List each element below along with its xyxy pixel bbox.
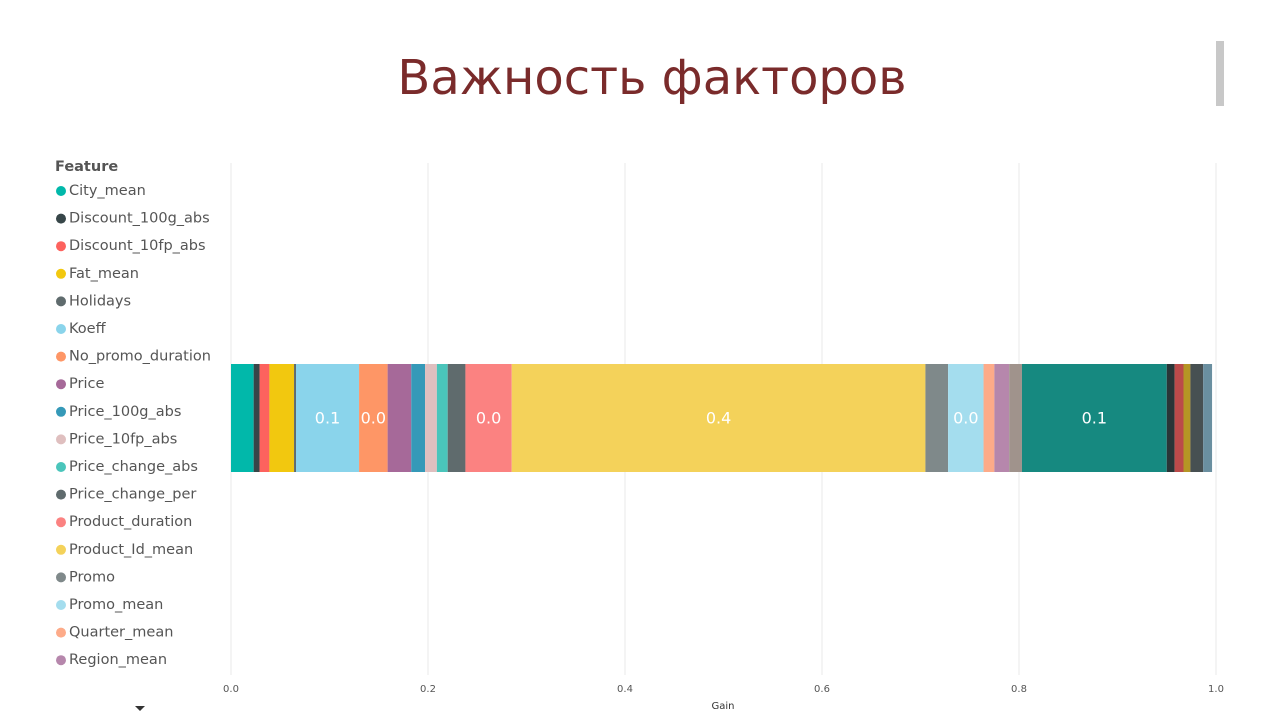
bar-segment bbox=[1203, 364, 1213, 472]
x-tick-label: 0.4 bbox=[617, 684, 633, 695]
legend-label: Quarter_mean bbox=[69, 625, 173, 641]
legend-marker bbox=[56, 186, 66, 196]
x-tick-label: 0.2 bbox=[420, 684, 436, 695]
legend-marker bbox=[56, 600, 66, 610]
bar-segment bbox=[296, 364, 360, 472]
data-label: 0.0 bbox=[953, 409, 978, 428]
data-label: 0.1 bbox=[1082, 409, 1107, 428]
legend-label: Region_mean bbox=[69, 652, 167, 668]
legend-label: Promo bbox=[69, 569, 115, 585]
scrollbar bbox=[1216, 41, 1224, 106]
bar-segment bbox=[359, 364, 388, 472]
legend-marker bbox=[56, 627, 66, 638]
bar-segment bbox=[231, 364, 254, 472]
legend-marker bbox=[56, 489, 66, 500]
data-label: 0.0 bbox=[361, 409, 386, 428]
bar-segment bbox=[294, 364, 297, 472]
legend-marker bbox=[56, 655, 66, 666]
bar-segment bbox=[1166, 364, 1175, 472]
bar-segment bbox=[411, 364, 426, 472]
legend-label: Price_10fp_abs bbox=[69, 431, 177, 447]
bar-segment bbox=[253, 364, 260, 472]
bar-segment bbox=[259, 364, 270, 472]
legend-marker bbox=[56, 351, 66, 362]
legend-marker bbox=[56, 544, 66, 555]
bar-segment bbox=[436, 364, 448, 472]
legend-label: Promo_mean bbox=[69, 597, 163, 613]
legend-label: Price_change_per bbox=[69, 487, 196, 503]
legend-label: Price_change_abs bbox=[69, 459, 198, 475]
bar-segment bbox=[387, 364, 412, 472]
x-tick-label: 0.8 bbox=[1011, 684, 1027, 695]
legend-marker bbox=[56, 462, 66, 472]
bar-segment bbox=[1190, 364, 1204, 472]
legend-label: Price_100g_abs bbox=[69, 404, 181, 420]
legend-marker bbox=[56, 572, 66, 583]
bar-segment bbox=[465, 364, 512, 472]
legend-marker bbox=[56, 434, 66, 445]
bar-segment bbox=[447, 364, 466, 472]
bar-segment bbox=[269, 364, 295, 472]
x-tick-label: 1.0 bbox=[1208, 684, 1224, 695]
legend-label: Discount_10fp_abs bbox=[69, 238, 206, 254]
chart-title: Важность факторов bbox=[397, 50, 906, 106]
x-tick-label: 0.6 bbox=[814, 684, 830, 695]
legend-label: No_promo_duration bbox=[69, 349, 211, 365]
legend-label: Fat_mean bbox=[69, 266, 139, 282]
bar-segment bbox=[511, 364, 926, 472]
bar-segment bbox=[948, 364, 984, 472]
legend-label: Product_Id_mean bbox=[69, 542, 193, 558]
data-label: 0.4 bbox=[706, 409, 731, 428]
data-label: 0.1 bbox=[315, 409, 340, 428]
data-label: 0.0 bbox=[476, 409, 501, 428]
legend-marker bbox=[56, 241, 66, 252]
legend-marker bbox=[56, 324, 66, 334]
legend-label: Product_duration bbox=[69, 514, 192, 530]
legend-marker bbox=[56, 268, 66, 279]
x-tick-label: 0.0 bbox=[223, 684, 239, 695]
bar-segment bbox=[1174, 364, 1184, 472]
legend-label: Discount_100g_abs bbox=[69, 211, 210, 227]
legend-marker bbox=[56, 379, 66, 390]
legend-marker bbox=[56, 406, 66, 417]
legend-label: Price bbox=[69, 376, 104, 392]
bar-segment bbox=[925, 364, 949, 472]
bar-segment bbox=[994, 364, 1010, 472]
legend-label: City_mean bbox=[69, 183, 146, 199]
bar-segment bbox=[425, 364, 437, 472]
legend-marker bbox=[56, 517, 66, 528]
legend-marker bbox=[56, 296, 66, 307]
x-axis-label: Gain bbox=[712, 701, 735, 712]
bar-segment bbox=[1183, 364, 1191, 472]
legend-label: Holidays bbox=[69, 293, 131, 309]
legend-label: Koeff bbox=[69, 321, 107, 337]
bar-segment bbox=[1021, 364, 1167, 472]
legend-marker bbox=[56, 213, 66, 224]
bar-segment bbox=[983, 364, 995, 472]
bar-segment bbox=[1009, 364, 1022, 472]
legend-scroll-arrow[interactable] bbox=[135, 706, 145, 711]
legend-title: Feature bbox=[55, 159, 118, 175]
